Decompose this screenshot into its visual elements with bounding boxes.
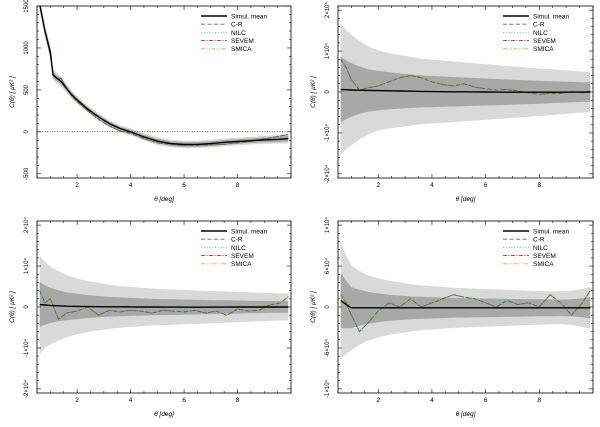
- legend-label: SMICA: [231, 261, 252, 268]
- legend-label: Simul. mean: [231, 13, 268, 20]
- band-outer: [39, 6, 289, 149]
- y-tick-label: 1500: [24, 0, 30, 13]
- y-tick-label: 2×10⁴: [23, 217, 30, 234]
- band-inner: [340, 56, 591, 123]
- legend-label: C-R: [533, 237, 545, 244]
- band-inner: [340, 272, 591, 329]
- band-inner: [39, 282, 289, 328]
- x-tick-label: 4: [430, 397, 434, 404]
- series-line-simul-mean: [340, 88, 591, 93]
- panel-bottom-left: 2 4 6 8 -2×10⁴ -1×10⁴ 0 1×10⁴ 2×10⁴ θ [deg] C(θ) […: [9, 217, 292, 418]
- legend-label: SMICA: [231, 46, 252, 53]
- x-tick-label: 4: [129, 397, 133, 404]
- band-inner: [39, 6, 289, 147]
- x-tick-label: 8: [538, 397, 542, 404]
- y-tick-label: 6×10⁴: [324, 258, 331, 275]
- y-axis-label: C(θ) [ μK² ]: [9, 291, 16, 323]
- plot-area: [340, 24, 591, 156]
- y-tick-label: -1×10⁴: [324, 123, 331, 142]
- series-line-simul-mean: [39, 6, 289, 146]
- series-line-c-r: [340, 58, 591, 95]
- y-tick-label: 500: [24, 84, 30, 95]
- x-axis-label: θ [deg]: [154, 411, 174, 418]
- series-line-nilc: [39, 6, 289, 147]
- legend-label: SMICA: [533, 46, 554, 53]
- plot-area: [340, 241, 591, 360]
- x-tick-label: 6: [182, 182, 186, 189]
- x-tick-label: 2: [376, 397, 380, 404]
- x-tick-label: 8: [538, 182, 542, 189]
- legend-label: Simul. mean: [533, 228, 570, 235]
- y-axis-label: C(θ) [ μK² ]: [9, 76, 16, 108]
- y-tick-label: 1×10⁴: [324, 217, 331, 234]
- x-axis-label: θ [deg]: [154, 196, 174, 203]
- y-tick-label: 0: [325, 305, 331, 309]
- x-axis-label: θ [deg]: [456, 411, 476, 418]
- series-line-simul-mean: [39, 303, 289, 308]
- y-tick-label: 0: [24, 305, 30, 309]
- panel-bottom-right: 2 4 6 8 -1×10⁴ -6×10⁴ 0 6×10⁴ 1×10⁴ θ [deg] C(θ) […: [310, 217, 594, 418]
- y-tick-label: 2×10⁴: [324, 2, 331, 19]
- plot-frame: [36, 5, 292, 179]
- x-tick-label: 8: [236, 182, 240, 189]
- x-tick-label: 2: [75, 397, 79, 404]
- y-tick-label: 1000: [24, 41, 30, 55]
- legend-label: Simul. mean: [533, 13, 570, 20]
- x-tick-label: 6: [484, 182, 488, 189]
- x-axis-label: θ [deg]: [456, 196, 476, 203]
- y-tick-label: 1×10⁴: [23, 258, 30, 275]
- panel-top-left: 2 4 6 8 -500 0 500 1000 1500 θ [deg] C(θ) [ μK² ] S…: [9, 0, 292, 203]
- x-tick-label: 2: [376, 182, 380, 189]
- legend-label: SEVEM: [533, 253, 556, 260]
- y-tick-label: 0: [24, 130, 30, 134]
- series-line-c-r: [39, 6, 289, 147]
- legend-label: SEVEM: [231, 253, 254, 260]
- y-tick-label: -1×10⁴: [324, 379, 331, 398]
- y-axis-label: C(θ) [ μK² ]: [310, 76, 317, 108]
- y-tick-label: -1×10⁴: [23, 338, 30, 357]
- legend-label: C-R: [231, 22, 243, 29]
- y-tick-label: -500: [24, 167, 30, 180]
- plot-area: [39, 255, 289, 354]
- y-tick-label: -6×10⁴: [324, 338, 331, 357]
- x-tick-label: 6: [182, 397, 186, 404]
- y-tick-label: -2×10⁴: [23, 379, 30, 398]
- panel-top-right: 2 4 6 8 -2×10⁴ -1×10⁴ 0 1×10⁴ 2×10⁴ θ [deg] C(θ) […: [310, 2, 594, 203]
- series-line-smica: [39, 6, 289, 147]
- x-tick-label: 4: [430, 182, 434, 189]
- legend-label: Simul. mean: [231, 228, 268, 235]
- plot-area: [37, 6, 291, 149]
- legend-label: NILC: [533, 30, 548, 37]
- legend-label: NILC: [231, 30, 246, 37]
- legend-label: SEVEM: [231, 38, 254, 45]
- series-line-c-r: [39, 290, 289, 321]
- series-line-sevem: [340, 290, 591, 333]
- x-tick-label: 6: [484, 397, 488, 404]
- legend-label: SMICA: [533, 261, 554, 268]
- x-tick-label: 8: [236, 397, 240, 404]
- series-line-c-r: [340, 290, 591, 333]
- legend-label: C-R: [533, 22, 545, 29]
- legend-label: NILC: [231, 245, 246, 252]
- legend-label: C-R: [231, 237, 243, 244]
- x-tick-label: 4: [129, 182, 133, 189]
- y-axis-label: C(θ) [ μK² ]: [310, 291, 317, 323]
- y-tick-label: 1×10⁴: [324, 43, 331, 60]
- legend-label: SEVEM: [533, 38, 556, 45]
- legend-label: NILC: [533, 245, 548, 252]
- series-line-simul-mean: [340, 299, 591, 309]
- x-tick-label: 2: [75, 182, 79, 189]
- y-tick-label: -2×10⁴: [324, 164, 331, 183]
- series-line-sevem: [39, 6, 289, 147]
- y-tick-label: 0: [325, 90, 331, 94]
